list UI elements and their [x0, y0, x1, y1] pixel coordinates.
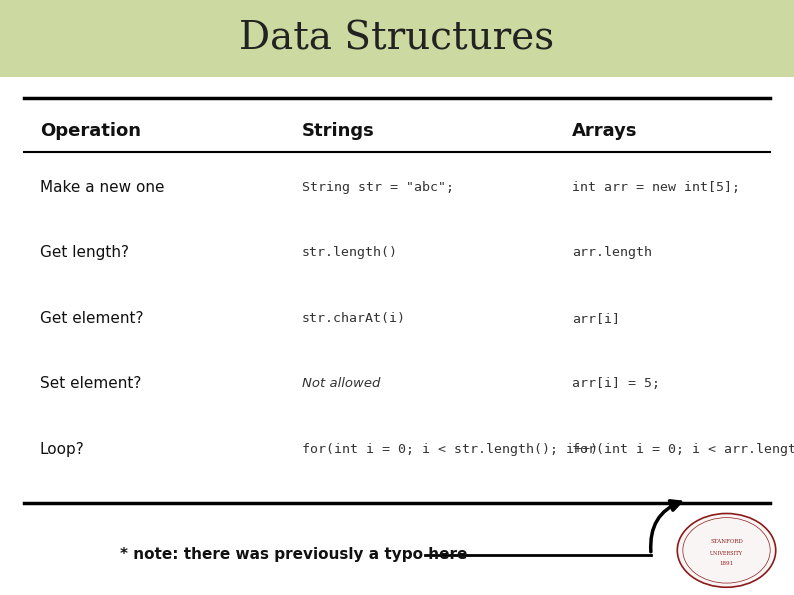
Text: Set element?: Set element?	[40, 376, 141, 392]
Text: UNIVERSITY: UNIVERSITY	[710, 551, 743, 556]
Text: Not allowed: Not allowed	[302, 377, 380, 390]
Text: 1891: 1891	[719, 561, 734, 566]
Text: arr[i] = 5;: arr[i] = 5;	[572, 377, 660, 390]
Text: str.charAt(i): str.charAt(i)	[302, 312, 406, 325]
Text: for(int i = 0; i < arr.length; i++): for(int i = 0; i < arr.length; i++)	[572, 443, 794, 456]
Text: for(int i = 0; i < str.length(); i++): for(int i = 0; i < str.length(); i++)	[302, 443, 598, 456]
Text: int arr = new int[5];: int arr = new int[5];	[572, 181, 740, 194]
Text: Arrays: Arrays	[572, 122, 637, 140]
Text: Loop?: Loop?	[40, 441, 84, 457]
Text: arr[i]: arr[i]	[572, 312, 619, 325]
FancyBboxPatch shape	[0, 0, 794, 77]
Text: Operation: Operation	[40, 122, 141, 140]
Text: arr.length: arr.length	[572, 246, 652, 259]
Text: String str = "abc";: String str = "abc";	[302, 181, 453, 194]
Text: Strings: Strings	[302, 122, 375, 140]
Text: str.length(): str.length()	[302, 246, 398, 259]
Circle shape	[677, 513, 776, 587]
Text: STANFORD: STANFORD	[710, 539, 743, 544]
Text: Data Structures: Data Structures	[240, 20, 554, 57]
Text: Make a new one: Make a new one	[40, 180, 164, 195]
Text: Get element?: Get element?	[40, 311, 143, 326]
Text: Get length?: Get length?	[40, 245, 129, 261]
Text: * note: there was previously a typo here: * note: there was previously a typo here	[120, 547, 468, 562]
